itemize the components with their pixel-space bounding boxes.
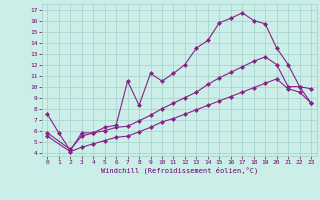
X-axis label: Windchill (Refroidissement éolien,°C): Windchill (Refroidissement éolien,°C) — [100, 167, 258, 174]
